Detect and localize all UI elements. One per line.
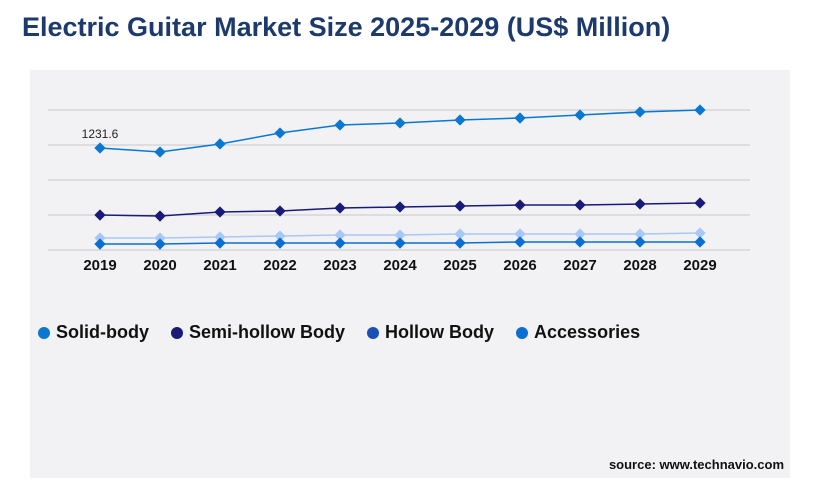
legend-label: Semi-hollow Body [189,322,346,342]
legend-label: Hollow Body [385,322,495,342]
line-chart: 2019 2020 2021 2022 2023 2024 2025 2026 2027 2028… [48,104,750,274]
data-point [574,199,586,211]
data-point [514,236,526,248]
legend: Solid-body Semi-hollow Body Hollow Body Acc… [38,322,640,343]
legend-item: Semi-hollow Body [171,322,345,343]
data-point [214,206,226,218]
x-tick-label: 2024 [383,257,417,274]
data-point [274,237,286,249]
legend-marker-icon [171,326,183,339]
legend-item: Accessories [516,322,640,343]
data-point [154,232,166,244]
chart-panel [30,70,790,478]
data-point [394,201,406,213]
data-point [634,236,646,248]
data-point [634,106,646,118]
x-tick-label: 2020 [143,257,176,274]
x-tick-label: 2023 [323,257,356,274]
data-point [214,237,226,249]
legend-marker-icon [367,326,380,339]
series-line [99,109,701,153]
data-point [154,238,166,250]
x-tick-label: 2026 [503,257,536,274]
data-point [334,229,346,241]
data-point [454,200,466,212]
data-point [694,227,706,239]
data-point [694,197,706,209]
data-point [574,109,586,121]
data-point [214,138,226,150]
data-point [274,230,286,242]
x-tick-label: 2025 [443,257,476,274]
data-point [334,202,346,214]
data-point [334,119,346,131]
data-point [154,146,166,158]
data-point [274,127,286,139]
data-point [694,104,706,116]
data-label: 1231.6 [82,127,119,141]
legend-marker-icon [38,326,50,339]
legend-label: Accessories [534,322,641,342]
x-tick-label: 2029 [683,257,716,274]
data-point [94,142,106,154]
chart-title: Electric Guitar Market Size 2025-2029 (U… [22,12,671,42]
data-point [214,231,226,243]
source-text: source: www.technavio.com [608,457,784,472]
data-point [394,117,406,129]
data-point [274,205,286,217]
data-point [514,199,526,211]
data-point [454,237,466,249]
data-point [94,209,106,221]
data-point [574,228,586,240]
legend-label: Solid-body [56,322,149,342]
data-point [394,229,406,241]
legend-marker-icon [516,326,529,339]
x-tick-label: 2022 [263,257,296,274]
data-point [454,228,466,240]
data-point [634,198,646,210]
data-point [94,238,106,250]
x-tick-label: 2027 [563,257,596,274]
data-point [394,237,406,249]
data-point [154,210,166,222]
x-tick-label: 2019 [83,257,116,274]
legend-item: Solid-body [38,322,149,343]
data-point [514,112,526,124]
x-tick-label: 2028 [623,257,656,274]
data-point [454,114,466,126]
legend-item: Hollow Body [367,322,494,343]
data-point [514,228,526,240]
x-tick-label: 2021 [203,257,236,274]
data-point [574,236,586,248]
data-point [694,236,706,248]
data-point [334,237,346,249]
data-point [634,228,646,240]
